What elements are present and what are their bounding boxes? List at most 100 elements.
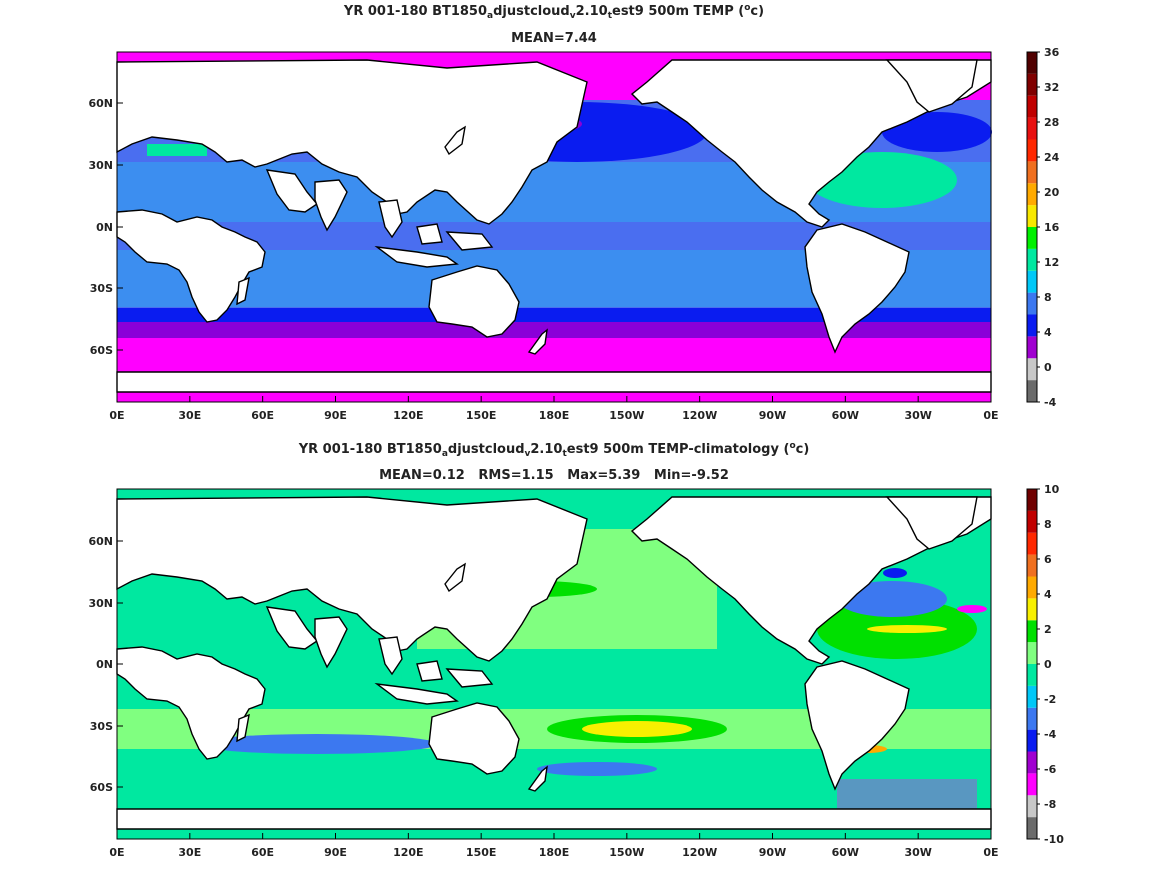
panel2-xtick-label: 0E bbox=[109, 846, 124, 859]
panel2-spacific-yellow bbox=[582, 721, 692, 737]
panel2-ytick-label: 60S bbox=[90, 781, 113, 794]
panel1-colorbar-segment bbox=[1027, 183, 1037, 206]
panel1-colorbar-label: 32 bbox=[1044, 81, 1059, 94]
panel1-xtick-label: 60W bbox=[832, 409, 859, 422]
panel2-map bbox=[116, 488, 992, 840]
panel2-colorbar-label: -10 bbox=[1044, 833, 1064, 846]
panel1-colorbar-label: 0 bbox=[1044, 361, 1052, 374]
panel2-colorbar-label: 8 bbox=[1044, 518, 1052, 531]
panel1-xtick-label: 180E bbox=[539, 409, 569, 422]
panel1-colorbar-label: 36 bbox=[1044, 46, 1060, 59]
panel1-colorbar-segment bbox=[1027, 95, 1037, 118]
panel1-xtick-label: 120W bbox=[682, 409, 717, 422]
panel2-colorbar-segment bbox=[1027, 773, 1037, 796]
panel1-ytick-label: 60S bbox=[90, 344, 113, 357]
panel2-natlantic-blue bbox=[837, 581, 947, 617]
panel2-natlantic-deep bbox=[883, 568, 907, 578]
panel2-xtick-label: 120E bbox=[393, 846, 423, 859]
panel2-colorbar-label: 6 bbox=[1044, 553, 1052, 566]
panel1-natlantic-cold bbox=[882, 112, 992, 152]
panel2-colorbar-segment bbox=[1027, 642, 1037, 664]
panel2-colorbar-segment bbox=[1027, 751, 1037, 774]
panel1-ytick-label: 60N bbox=[88, 97, 113, 110]
panel1-title: YR 001-180 BT1850adjustcloudv2.10test9 5… bbox=[343, 3, 765, 21]
panel2-sindian-blue bbox=[197, 734, 437, 754]
panel1-colorbar-segment bbox=[1027, 227, 1037, 249]
panel2-stats: MEAN=0.12 RMS=1.15 Max=5.39 Min=-9.52 bbox=[379, 468, 729, 483]
panel2-colorbar-segment bbox=[1027, 707, 1037, 730]
panel2-ytick-label: 60N bbox=[88, 535, 113, 548]
panel2-colorbar-label: -8 bbox=[1044, 798, 1056, 811]
panel2-colorbar-label: -2 bbox=[1044, 693, 1056, 706]
panel1-colorbar-segment bbox=[1027, 161, 1037, 184]
panel2-ytick-label: 30S bbox=[90, 720, 113, 733]
panel1-ytick-label: 30N bbox=[88, 159, 113, 172]
panel1-xtick-label: 120E bbox=[393, 409, 423, 422]
panel1-colorbar-segment bbox=[1027, 336, 1037, 359]
panel2-xtick-label: 90E bbox=[324, 846, 347, 859]
panel2-colorbar-segment bbox=[1027, 510, 1037, 533]
panel1-colorbar-segment bbox=[1027, 73, 1037, 96]
panel1-colorbar-segment bbox=[1027, 248, 1037, 271]
panel2-colorbar-segment bbox=[1027, 795, 1037, 818]
panel1-colorbar-segment bbox=[1027, 358, 1037, 381]
panel1-southern-band-purple bbox=[117, 320, 991, 338]
panel2-colorbar-segment bbox=[1027, 620, 1037, 643]
panel2-xtick-label: 30E bbox=[178, 846, 201, 859]
panel1-colorbar-segment bbox=[1027, 314, 1037, 337]
panel2-colorbar-label: 2 bbox=[1044, 623, 1052, 636]
panel1-xtick-label: 0E bbox=[109, 409, 124, 422]
panel1-southern-band-blue bbox=[117, 308, 991, 322]
panel2-natlantic-yellow bbox=[867, 625, 947, 633]
panel2-colorbar-segment bbox=[1027, 817, 1037, 839]
panel2-colorbar-label: -6 bbox=[1044, 763, 1057, 776]
panel1-mediterranean bbox=[147, 144, 207, 156]
panel1-colorbar-label: 24 bbox=[1044, 151, 1060, 164]
panel2-colorbar-segment bbox=[1027, 685, 1037, 708]
panel2-colorbar-label: 4 bbox=[1044, 588, 1052, 601]
panel2-title: YR 001-180 BT1850adjustcloudv2.10test9 5… bbox=[298, 441, 810, 459]
panel2-xtick-label: 60W bbox=[832, 846, 859, 859]
panel2-colorbar-segment bbox=[1027, 489, 1037, 511]
panel1-stats: MEAN=7.44 bbox=[511, 31, 597, 46]
panel2-colorbar-label: -4 bbox=[1044, 728, 1057, 741]
panel1-ytick-label: 30S bbox=[90, 282, 113, 295]
panel2-xtick-label: 120W bbox=[682, 846, 717, 859]
panel2-xtick-label: 30W bbox=[904, 846, 931, 859]
panel1-colorbar-segment bbox=[1027, 205, 1037, 227]
panel2-colorbar-label: 0 bbox=[1044, 658, 1052, 671]
panel2-colorbar-segment bbox=[1027, 598, 1037, 621]
panel1-colorbar-label: 20 bbox=[1044, 186, 1060, 199]
panel1-colorbar-segment bbox=[1027, 270, 1037, 293]
panel2-colorbar-segment bbox=[1027, 532, 1037, 555]
panel1-colorbar-segment bbox=[1027, 292, 1037, 315]
panel1-map bbox=[116, 51, 992, 403]
panel1-colorbar-label: 12 bbox=[1044, 256, 1059, 269]
panel2-ytick-label: 30N bbox=[88, 597, 113, 610]
panel2-xtick-label: 0E bbox=[983, 846, 998, 859]
panel1-xtick-label: 0E bbox=[983, 409, 998, 422]
panel2-natlantic-magenta bbox=[957, 605, 987, 613]
panel1-ytick-label: 0N bbox=[96, 221, 113, 234]
panel1-colorbar-segment bbox=[1027, 117, 1037, 140]
panel2-southern-blue bbox=[537, 762, 657, 776]
panel2-ytick-label: 0N bbox=[96, 658, 113, 671]
panel1-colorbar-segment bbox=[1027, 52, 1037, 74]
panel2-xtick-label: 150W bbox=[609, 846, 644, 859]
panel2-xtick-label: 150E bbox=[466, 846, 496, 859]
panel1-xtick-label: 60E bbox=[251, 409, 274, 422]
panel2-colorbar-segment bbox=[1027, 729, 1037, 752]
panel2-xtick-label: 180E bbox=[539, 846, 569, 859]
panel2-colorbar-segment bbox=[1027, 664, 1037, 686]
panel1-xtick-label: 90E bbox=[324, 409, 347, 422]
panel1-colorbar-label: 8 bbox=[1044, 291, 1052, 304]
panel2-xtick-label: 90W bbox=[759, 846, 786, 859]
panel1-colorbar-label: 28 bbox=[1044, 116, 1059, 129]
panel1-xtick-label: 150W bbox=[609, 409, 644, 422]
panel1-xtick-label: 30E bbox=[178, 409, 201, 422]
panel1-colorbar-segment bbox=[1027, 139, 1037, 162]
panel1-colorbar-label: -4 bbox=[1044, 396, 1057, 409]
panel1-xtick-label: 90W bbox=[759, 409, 786, 422]
panel1-colorbar-label: 16 bbox=[1044, 221, 1060, 234]
